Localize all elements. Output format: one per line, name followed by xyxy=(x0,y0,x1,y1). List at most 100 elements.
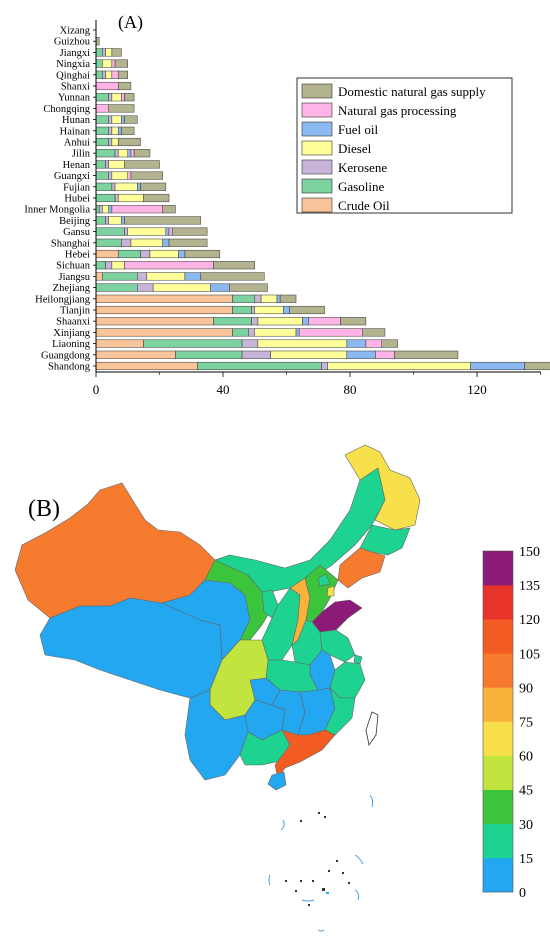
bar-segment xyxy=(149,249,179,259)
bar-segment xyxy=(283,305,290,315)
bar-segment xyxy=(121,93,125,102)
bar-segment xyxy=(114,193,119,203)
legend-label: Domestic natural gas supply xyxy=(338,84,486,99)
bar-segment xyxy=(143,193,170,203)
colorbar-tick-label: 60 xyxy=(519,750,533,765)
bar-segment xyxy=(197,361,322,371)
legend-swatch xyxy=(301,121,333,137)
bar-segment xyxy=(362,328,386,337)
bar-segment xyxy=(108,137,113,147)
bar-segment xyxy=(254,294,262,303)
bar-segment xyxy=(102,272,138,281)
y-tick-label: Ningxia xyxy=(56,59,90,70)
bar-segment xyxy=(114,149,119,158)
bar-segment xyxy=(276,294,281,303)
bar-segment xyxy=(95,294,233,303)
panel-b-map: (B) xyxy=(14,444,540,932)
bar-segment xyxy=(111,70,119,79)
province-fujian xyxy=(324,687,356,736)
bar-segment xyxy=(105,48,113,57)
bar-segment xyxy=(111,93,122,102)
bar-segment xyxy=(95,81,119,91)
y-tick-label: Xizang xyxy=(60,26,91,37)
province-heilongjiang xyxy=(344,444,421,531)
legend-label: Fuel oil xyxy=(338,122,378,137)
colorbar-band xyxy=(483,619,513,654)
bar-segment xyxy=(95,48,103,57)
y-tick-label: Hubei xyxy=(64,194,90,205)
bar-segment xyxy=(178,249,186,259)
bar-segment xyxy=(165,227,170,236)
bar-segment xyxy=(260,294,278,303)
bar-segment xyxy=(95,149,116,158)
bar-segment xyxy=(117,126,122,135)
bar-segment xyxy=(137,283,154,292)
legend-label: Natural gas processing xyxy=(338,103,457,118)
legend-box xyxy=(296,77,513,214)
bar-segment xyxy=(95,249,119,259)
bar-segment xyxy=(137,182,141,191)
province-shanghai xyxy=(353,654,363,665)
bar-segment xyxy=(127,227,167,236)
bar-segment xyxy=(95,283,138,292)
bar-segment xyxy=(213,261,255,270)
bar-segment xyxy=(111,205,163,214)
bar-segment xyxy=(251,317,259,326)
bar-segment xyxy=(124,93,135,102)
bar-segment xyxy=(168,238,208,247)
colorbar-tick-label: 105 xyxy=(519,647,540,662)
colorbar xyxy=(482,550,514,893)
bar-segment xyxy=(95,305,233,315)
bar-segment xyxy=(140,182,167,191)
bar-segment xyxy=(127,149,132,158)
bar-segment xyxy=(184,249,221,259)
y-tick-label: Henan xyxy=(63,160,91,171)
y-tick-label: Hainan xyxy=(60,126,91,137)
y-tick-label: Jilin xyxy=(72,149,91,160)
bar-segment xyxy=(111,126,119,135)
bar-segment xyxy=(117,149,128,158)
bar-segment xyxy=(308,317,341,326)
y-tick-label: Fujian xyxy=(63,182,91,193)
x-tick-label: 40 xyxy=(217,382,230,397)
bar-segment xyxy=(108,115,113,124)
colorbar-band xyxy=(483,789,513,825)
bar-segment xyxy=(114,182,138,191)
colorbar-tick-label: 90 xyxy=(519,681,533,696)
legend: Domestic natural gas supply Natural gas p… xyxy=(296,77,513,214)
y-tick-label: Tianjin xyxy=(60,306,91,317)
legend-swatch xyxy=(301,140,333,156)
bar-segment xyxy=(117,249,141,259)
bar-segment xyxy=(146,272,186,281)
colorbar-band xyxy=(483,721,513,756)
bar-segment xyxy=(95,126,109,135)
bar-segment xyxy=(108,216,122,225)
y-tick-label: Liaoning xyxy=(52,339,91,350)
y-tick-label: Shanxi xyxy=(61,82,90,93)
bar-segment xyxy=(346,350,376,359)
legend-swatch xyxy=(301,197,333,213)
bar-segment xyxy=(95,59,103,68)
y-tick-label: Shaanxi xyxy=(56,317,90,328)
bar-segment xyxy=(108,171,113,180)
y-tick-label: Gansu xyxy=(63,227,91,238)
colorbar-band xyxy=(483,857,513,893)
bar-segment xyxy=(111,182,116,191)
bar-segment xyxy=(95,361,198,371)
bar-segment xyxy=(143,339,243,348)
bar-segment xyxy=(171,227,208,236)
bar-segment xyxy=(279,294,297,303)
bar-segment xyxy=(200,272,265,281)
bar-segment xyxy=(365,339,383,348)
bar-segment xyxy=(105,216,109,225)
bar-segment xyxy=(105,70,113,79)
bar-segment xyxy=(130,238,163,247)
colorbar-band xyxy=(483,687,513,722)
bar-segment xyxy=(95,137,109,147)
bar-segment xyxy=(257,339,348,348)
y-tick-label: Jiangsu xyxy=(59,272,91,283)
colorbar-frame xyxy=(482,550,514,893)
bar-segment xyxy=(241,350,271,359)
colorbar-band xyxy=(483,551,513,586)
